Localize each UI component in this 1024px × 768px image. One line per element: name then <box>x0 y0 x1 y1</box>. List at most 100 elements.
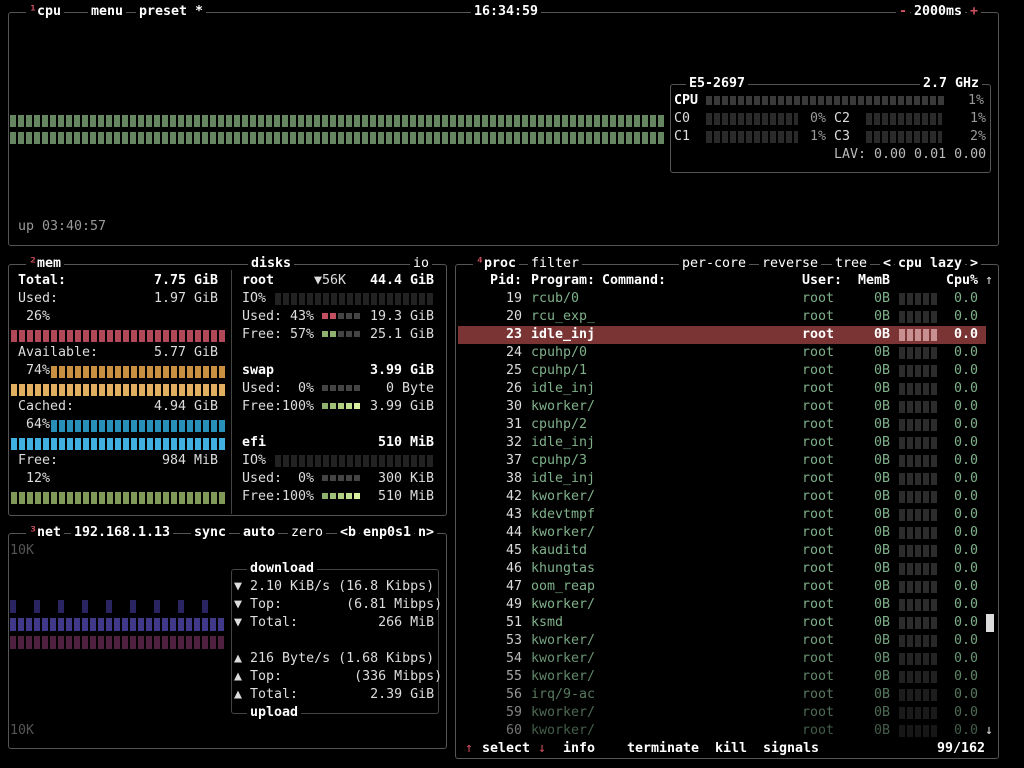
scrollbar-thumb[interactable] <box>986 614 994 632</box>
process-row[interactable]: 55 kworker/root 0B 0.0 <box>458 668 986 686</box>
program: kworker/ <box>531 705 596 720</box>
reverse-toggle[interactable]: reverse <box>759 255 822 273</box>
cpu-pct: 0.0 <box>954 363 979 378</box>
process-row[interactable]: 32 idle_inj root 0B 0.0 <box>458 434 986 452</box>
scroll-down-icon[interactable]: ↓ <box>985 723 994 738</box>
core-label: C2 <box>834 111 851 126</box>
pid: 30 <box>505 399 522 414</box>
sync-toggle[interactable]: sync <box>191 524 230 542</box>
process-row[interactable]: 47 oom_reap root 0B 0.0 <box>458 578 986 596</box>
mem-cached-pct: 64% <box>26 417 51 432</box>
process-row[interactable]: 54 kworker/root 0B 0.0 <box>458 650 986 668</box>
zero-toggle[interactable]: zero <box>288 524 327 542</box>
mem-available-meter <box>51 366 225 378</box>
tree-toggle[interactable]: tree <box>832 255 871 273</box>
cpu-meter <box>899 527 939 539</box>
process-row[interactable]: 30 kworker/root 0B 0.0 <box>458 398 986 416</box>
uptime: up 03:40:57 <box>18 219 107 234</box>
kill-button[interactable]: kill <box>712 740 751 758</box>
next-interface[interactable]: n> <box>415 524 438 542</box>
header-mem[interactable]: MemB <box>858 273 891 288</box>
net-ip: 192.168.1.13 <box>71 524 174 542</box>
process-row[interactable]: 44 kworker/root 0B 0.0 <box>458 524 986 542</box>
per-core-toggle[interactable]: per-core <box>679 255 750 273</box>
select-down-icon[interactable]: ↓ <box>535 740 550 758</box>
process-row[interactable]: 25 cpuhp/1 root 0B 0.0 <box>458 362 986 380</box>
cpu-meter <box>899 311 939 323</box>
sort-prev[interactable]: < <box>880 255 895 273</box>
process-row[interactable]: 42 kworker/root 0B 0.0 <box>458 488 986 506</box>
cpu-meter <box>899 347 939 359</box>
cpu-title[interactable]: ¹cpu <box>26 3 65 21</box>
user: root <box>802 399 835 414</box>
pid: 47 <box>505 579 522 594</box>
process-row[interactable]: 23 idle_inj root 0B 0.0 <box>458 326 986 344</box>
header-command[interactable]: Command: <box>602 273 667 288</box>
prev-interface[interactable]: <b <box>337 524 360 542</box>
signals-button[interactable]: signals <box>760 740 823 758</box>
cpu-pct: 0.0 <box>954 687 979 702</box>
process-row[interactable]: 60 kworker/root 0B 0.0 <box>458 722 986 740</box>
pid: 53 <box>505 633 522 648</box>
preset-button[interactable]: preset * <box>136 3 207 21</box>
process-row[interactable]: 31 cpuhp/2 root 0B 0.0 <box>458 416 986 434</box>
select-up-icon[interactable]: ↑ <box>462 740 477 758</box>
cpu-pct: 0.0 <box>954 507 979 522</box>
cpu-graph-row <box>10 115 665 127</box>
process-row[interactable]: 59 kworker/root 0B 0.0 <box>458 704 986 722</box>
pid: 20 <box>505 309 522 324</box>
user: root <box>802 417 835 432</box>
download-graph-peaks <box>10 600 225 613</box>
scroll-up-icon[interactable]: ↑ <box>985 273 994 288</box>
program: kworker/ <box>531 597 596 612</box>
process-row[interactable]: 53 kworker/root 0B 0.0 <box>458 632 986 650</box>
process-row[interactable]: 19 rcub/0 root 0B 0.0 <box>458 290 986 308</box>
cpu-pct: 0.0 <box>954 723 979 738</box>
net-title[interactable]: ³net <box>26 524 65 542</box>
sort-mode: cpu lazy <box>895 255 966 273</box>
info-button[interactable]: info <box>560 740 599 758</box>
user: root <box>802 579 835 594</box>
menu-button[interactable]: menu <box>88 3 127 21</box>
disk-swap-free-meter <box>322 398 362 416</box>
filter-button[interactable]: filter <box>528 255 583 273</box>
io-toggle[interactable]: io <box>410 255 433 273</box>
process-row[interactable]: 43 kdevtmpf root 0B 0.0 <box>458 506 986 524</box>
process-row[interactable]: 26 idle_inj root 0B 0.0 <box>458 380 986 398</box>
header-pid[interactable]: Pid: <box>489 273 522 288</box>
header-user[interactable]: User: <box>802 273 843 288</box>
mem-free-pct: 12% <box>26 471 51 486</box>
interval-decrease[interactable]: - <box>896 3 911 21</box>
mem: 0B <box>873 543 890 558</box>
program: rcu_exp_ <box>531 309 596 324</box>
cpu-meter <box>899 383 939 395</box>
pid: 32 <box>505 435 522 450</box>
process-row[interactable]: 20 rcu_exp_ root 0B 0.0 <box>458 308 986 326</box>
interval-increase[interactable]: + <box>967 3 982 21</box>
sort-next[interactable]: > <box>967 255 982 273</box>
process-row[interactable]: 37 cpuhp/3 root 0B 0.0 <box>458 452 986 470</box>
mem-cached-meter <box>11 438 225 450</box>
process-row[interactable]: 45 kauditd root 0B 0.0 <box>458 542 986 560</box>
process-row[interactable]: 24 cpuhp/0 root 0B 0.0 <box>458 344 986 362</box>
header-cpu[interactable]: Cpu% <box>946 273 979 288</box>
process-row[interactable]: 46 khungtas root 0B 0.0 <box>458 560 986 578</box>
auto-toggle[interactable]: auto <box>240 524 279 542</box>
program: khungtas <box>531 561 596 576</box>
disk-efi-used: Used: 0% <box>242 471 315 486</box>
proc-title[interactable]: ⁴proc <box>473 255 520 273</box>
cpu-pct: 0.0 <box>954 561 979 576</box>
process-row[interactable]: 51 ksmd root 0B 0.0 <box>458 614 986 632</box>
process-row[interactable]: 38 idle_inj root 0B 0.0 <box>458 470 986 488</box>
process-row[interactable]: 56 irq/9-ac root 0B 0.0 <box>458 686 986 704</box>
process-row[interactable]: 49 kworker/root 0B 0.0 <box>458 596 986 614</box>
disks-title[interactable]: disks <box>248 255 295 273</box>
mem: 0B <box>873 453 890 468</box>
pid: 54 <box>505 651 522 666</box>
mem-used: 1.97 GiB <box>153 291 218 306</box>
mem-title[interactable]: ²mem <box>26 255 65 273</box>
header-program[interactable]: Program: <box>531 273 596 288</box>
terminate-button[interactable]: terminate <box>624 740 703 758</box>
core-meter <box>866 113 942 125</box>
download-label: download <box>247 560 318 578</box>
